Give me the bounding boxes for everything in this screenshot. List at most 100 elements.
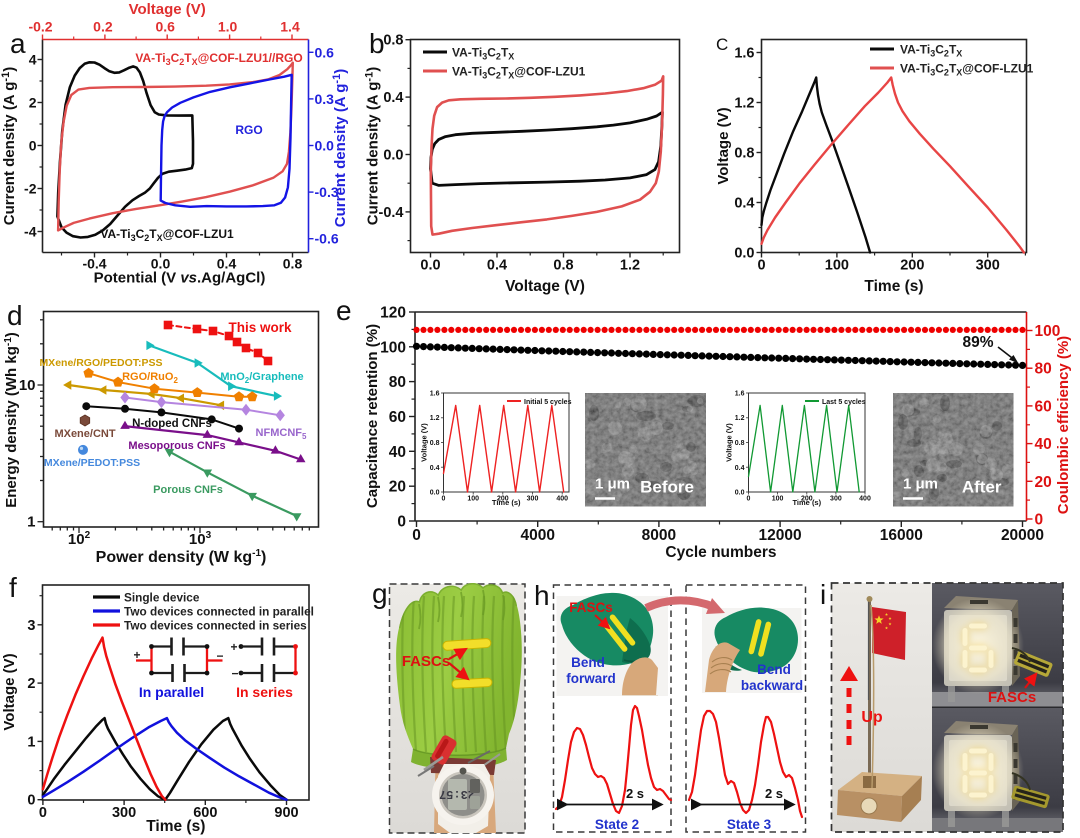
svg-text:Last 5 cycles: Last 5 cycles [822,399,866,406]
svg-text:Before: Before [640,478,694,497]
svg-text:1.0: 1.0 [218,19,238,35]
svg-text:20: 20 [389,479,406,496]
svg-text:1.2: 1.2 [620,258,640,274]
svg-text:VA-Ti3​C2​TX​@COF-LZU1//RGO: VA-Ti3​C2​TX​@COF-LZU1//RGO [135,51,302,67]
svg-text:40: 40 [389,444,406,461]
svg-text:0.0: 0.0 [420,258,440,274]
svg-text:Voltage (V): Voltage (V) [715,107,732,184]
svg-text:NFMCNF5: NFMCNF5 [256,427,307,441]
svg-text:100: 100 [380,339,406,356]
svg-text:2 s: 2 s [626,786,644,801]
svg-text:0: 0 [39,805,47,821]
svg-text:Voltage (V): Voltage (V) [505,278,585,295]
svg-text:0.8: 0.8 [430,440,440,447]
svg-text:In parallel: In parallel [139,684,204,700]
svg-text:RGO/RuO2: RGO/RuO2 [122,371,178,385]
svg-text:200: 200 [900,258,924,274]
svg-text:g: g [372,578,388,609]
svg-text:0.8: 0.8 [283,256,303,272]
svg-text:4: 4 [29,52,37,68]
svg-text:N-doped CNFs: N-doped CNFs [132,418,212,430]
svg-text:2: 2 [29,95,37,111]
svg-text:80: 80 [1035,361,1052,378]
svg-text:forward: forward [566,671,616,686]
svg-text:40: 40 [1035,436,1052,453]
svg-text:Time (s): Time (s) [146,818,205,835]
svg-text:FASCs: FASCs [988,689,1036,706]
svg-text:−: − [231,667,238,681]
svg-text:Current density (A g-1​): Current density (A g-1​) [331,69,349,227]
svg-text:300: 300 [112,805,136,821]
svg-text:1.2: 1.2 [430,415,440,422]
svg-text:20000: 20000 [1001,527,1044,544]
svg-text:f: f [9,572,17,603]
svg-text:MXene/RGO/PEDOT:PSS: MXene/RGO/PEDOT:PSS [39,357,162,369]
svg-text:e: e [336,295,352,326]
svg-text:−: − [216,649,223,663]
svg-text:Current density (A g-1​): Current density (A g-1​) [364,67,382,225]
svg-text:Capacitance retention (%): Capacitance retention (%) [364,324,381,508]
svg-text:900: 900 [274,805,298,821]
svg-text:Bend: Bend [757,662,791,677]
svg-text:FASCs: FASCs [402,653,450,670]
svg-text:a: a [10,28,26,59]
svg-text:80: 80 [389,374,406,391]
svg-text:8000: 8000 [642,527,676,544]
svg-text:0.0: 0.0 [315,138,335,154]
svg-text:Two devices connected in paral: Two devices connected in parallel [124,605,314,619]
svg-text:Single device: Single device [124,591,200,605]
svg-text:300: 300 [830,496,842,503]
svg-text:FASCs: FASCs [569,600,613,615]
svg-text:0: 0 [442,496,446,503]
svg-text:0.4: 0.4 [734,196,754,212]
svg-text:Up: Up [861,709,883,726]
svg-text:b: b [369,28,385,59]
svg-text:0.8: 0.8 [734,146,754,162]
svg-text:1.2: 1.2 [734,96,754,112]
svg-text:0.4: 0.4 [383,90,403,106]
svg-text:-0.4: -0.4 [379,205,404,221]
svg-text:60: 60 [389,409,406,426]
svg-text:1.6: 1.6 [430,391,440,398]
svg-text:This work: This work [228,320,292,335]
svg-text:VA-Ti3​C2​TX​@COF-LZU1: VA-Ti3​C2​TX​@COF-LZU1 [452,65,586,81]
svg-text:Cycle numbers: Cycle numbers [665,544,776,561]
svg-text:MXene/CNT: MXene/CNT [54,428,115,440]
svg-text:0.6: 0.6 [315,44,335,60]
svg-text:10: 10 [19,377,36,394]
svg-text:0.6: 0.6 [155,19,175,35]
svg-text:Voltage (V): Voltage (V) [725,423,734,462]
svg-text:Coulombic efficiency (%): Coulombic efficiency (%) [1055,336,1072,514]
svg-text:0: 0 [1035,512,1044,529]
svg-text:-0.6: -0.6 [315,231,339,247]
svg-text:h: h [534,580,550,611]
svg-text:-4: -4 [24,224,37,240]
svg-text:VA-Ti3​C2​TX​@COF-LZU1: VA-Ti3​C2​TX​@COF-LZU1 [900,62,1034,78]
svg-text:Voltage (V): Voltage (V) [420,423,429,462]
svg-text:0.8: 0.8 [383,33,403,49]
svg-text:1 μm: 1 μm [903,476,938,493]
svg-text:100: 100 [467,496,479,503]
svg-text:0.0: 0.0 [734,246,754,262]
svg-text:Current density (A g-1​): Current density (A g-1​) [0,67,18,225]
svg-text:In series: In series [236,684,293,700]
svg-text:Porous CNFs: Porous CNFs [153,484,223,496]
svg-text:100: 100 [772,496,784,503]
svg-text:20: 20 [1035,474,1052,491]
svg-text:-2: -2 [24,181,37,197]
svg-text:200: 200 [497,496,509,503]
svg-text:120: 120 [380,305,406,322]
svg-text:89%: 89% [962,334,993,351]
svg-text:Time (s): Time (s) [864,278,923,295]
svg-text:16000: 16000 [880,527,923,544]
svg-text:Mesoporous CNFs: Mesoporous CNFs [128,440,225,452]
svg-text:0.3: 0.3 [315,91,335,107]
svg-text:600: 600 [193,805,217,821]
svg-text:+: + [133,648,140,662]
svg-text:+: + [230,640,237,654]
svg-text:RGO: RGO [235,123,262,137]
svg-text:200: 200 [801,496,813,503]
svg-text:12000: 12000 [759,527,802,544]
svg-text:3: 3 [27,618,35,634]
svg-text:d: d [7,300,23,331]
